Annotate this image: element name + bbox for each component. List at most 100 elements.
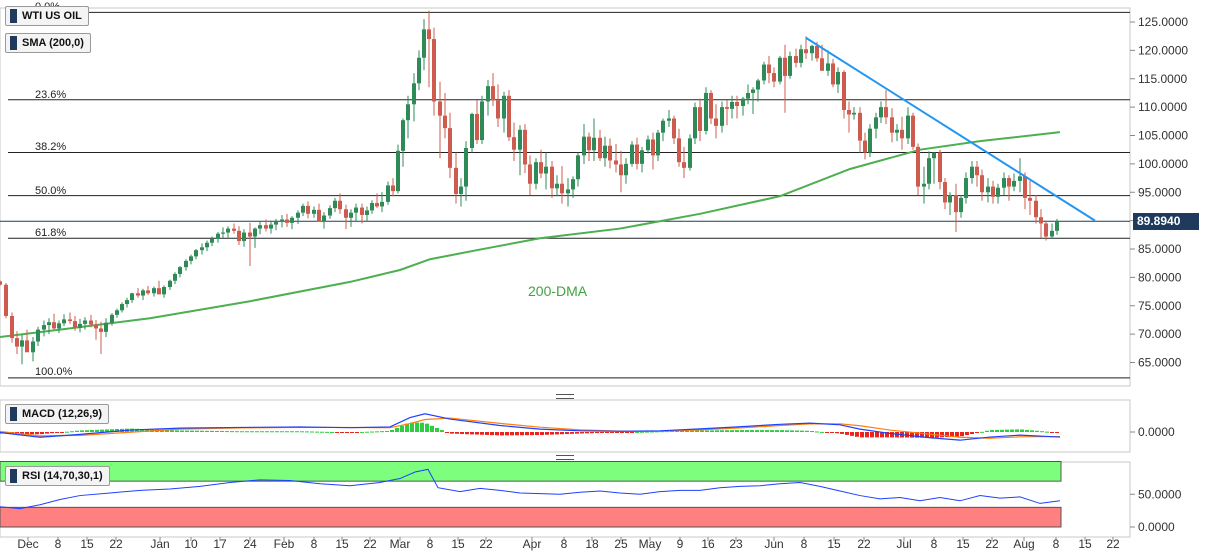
macd-histogram-bar (95, 429, 99, 432)
macd-histogram-bar (460, 432, 464, 434)
candle-up (486, 86, 490, 102)
macd-histogram-bar (65, 431, 69, 433)
macd-histogram-bar (480, 432, 484, 435)
macd-histogram-bar (720, 430, 724, 432)
macd-histogram-bar (790, 430, 794, 432)
macd-histogram-bar (585, 432, 589, 434)
macd-indicator-badge[interactable]: MACD (12,26,9) (5, 404, 110, 424)
macd-histogram-bar (915, 432, 919, 438)
x-tick-label: 8 (561, 537, 568, 551)
candle-down (587, 136, 591, 151)
macd-histogram-bar (795, 430, 799, 432)
candle-up (741, 98, 745, 106)
y-tick-label: 120.0000 (1138, 43, 1188, 57)
x-tick-label: 9 (677, 537, 684, 551)
candle-up (895, 129, 899, 133)
candle-down (884, 107, 888, 118)
macd-histogram-bar (450, 432, 454, 434)
candle-up (36, 329, 40, 342)
macd-histogram-bar (530, 432, 534, 436)
candle-down (73, 321, 77, 328)
macd-histogram-bar (490, 432, 494, 436)
rsi-color-swatch (10, 469, 17, 483)
rsi-indicator-badge[interactable]: RSI (14,70,30,1) (5, 466, 110, 486)
macd-histogram-bar (605, 432, 609, 433)
candle-up (274, 221, 278, 225)
candle-up (1055, 221, 1059, 231)
macd-histogram-bar (840, 432, 844, 434)
candle-down (714, 118, 718, 126)
pane-resize-handle-macd[interactable] (556, 394, 574, 399)
candle-down (863, 140, 867, 153)
candle-down (443, 115, 447, 129)
macd-histogram-bar (410, 422, 414, 432)
candle-up (566, 189, 570, 194)
candle-up (120, 304, 124, 311)
macd-histogram-bar (60, 432, 64, 433)
macd-histogram-bar (825, 432, 829, 433)
candle-up (173, 273, 177, 281)
candle-down (783, 57, 787, 76)
sma-indicator-badge[interactable]: SMA (200,0) (5, 33, 91, 53)
pane-resize-handle-rsi[interactable] (556, 455, 574, 460)
macd-histogram-bar (335, 432, 339, 433)
candle-down (491, 86, 495, 101)
candle-up (582, 136, 586, 156)
macd-histogram-bar (515, 432, 519, 436)
candle-down (4, 284, 8, 316)
candle-down (438, 101, 442, 116)
sma-200-series (0, 131, 1061, 338)
candle-up (646, 139, 650, 151)
x-tick-label: 18 (585, 537, 599, 551)
macd-histogram-bar (435, 427, 439, 432)
candle-down (264, 225, 268, 229)
instrument-badge[interactable]: WTI US OIL (5, 6, 89, 26)
candle-down (772, 73, 776, 82)
candle-down (344, 209, 348, 218)
candle-down (916, 146, 920, 187)
macd-histogram-bar (80, 430, 84, 432)
macd-histogram-bar (680, 430, 684, 432)
x-tick-label: 24 (243, 537, 257, 551)
candle-up (221, 232, 225, 234)
candle-down (858, 112, 862, 141)
candlesticks (0, 10, 1059, 365)
y-tick-label: 110.0000 (1138, 100, 1187, 114)
candle-down (1007, 178, 1011, 187)
macd-histogram-bar (240, 431, 244, 433)
candle-down (237, 230, 241, 242)
fib-level-label: 50.0% (35, 185, 66, 197)
macd-histogram-bar (295, 431, 299, 433)
macd-histogram-bar (1005, 429, 1009, 432)
macd-histogram-bar (1020, 429, 1024, 432)
macd-histogram-bar (160, 429, 164, 432)
candle-down (614, 160, 618, 165)
candle-up (210, 238, 214, 243)
candle-down (528, 164, 532, 184)
macd-histogram-bar (780, 430, 784, 432)
x-tick-label: 22 (363, 537, 377, 551)
macd-histogram-bar (765, 430, 769, 432)
macd-histogram-bar (685, 430, 689, 432)
candle-up (406, 104, 410, 121)
macd-histogram-bar (235, 431, 239, 433)
candle-down (608, 145, 612, 161)
candle-up (280, 219, 284, 222)
y-tick-label: 80.0000 (1138, 270, 1182, 284)
candle-up (20, 340, 24, 347)
x-tick-label: 8 (311, 537, 318, 551)
candle-up (656, 132, 660, 156)
candle-up (746, 92, 750, 99)
macd-histogram-bar (40, 432, 44, 435)
x-tick-label: Mar (390, 537, 411, 551)
y-tick-label: 125.0000 (1138, 15, 1188, 29)
candle-down (943, 182, 947, 203)
macd-histogram-bar (995, 429, 999, 432)
macd-histogram-bar (310, 431, 314, 433)
candle-up (571, 179, 575, 190)
candle-up (152, 288, 156, 294)
macd-histogram-bar (470, 432, 474, 435)
candle-up (322, 215, 326, 222)
candle-up (328, 208, 332, 216)
x-tick-label: 22 (985, 537, 999, 551)
